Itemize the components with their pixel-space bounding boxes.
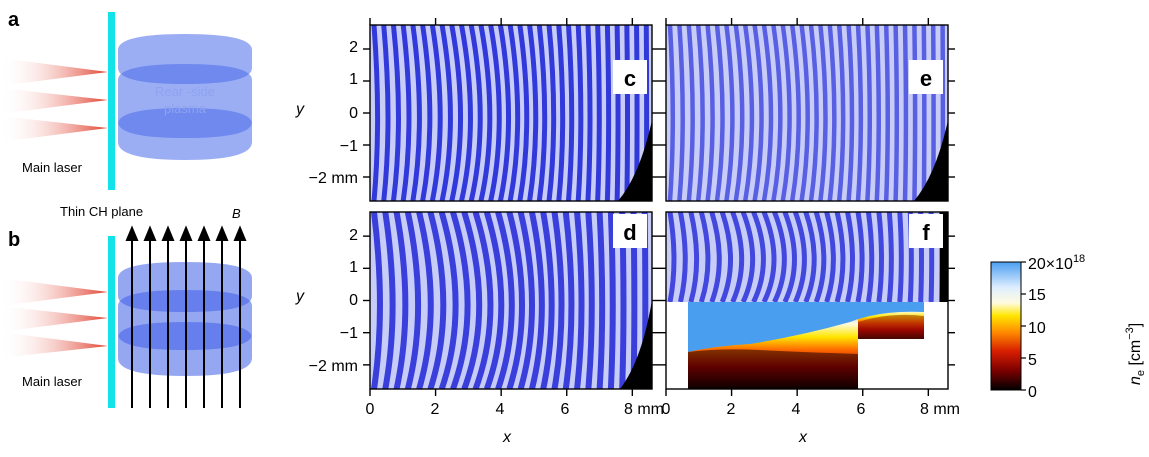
main-laser-label: Main laser xyxy=(22,160,83,175)
fringe-stripe xyxy=(879,212,882,302)
panel-a-schematic: a Rear -side plasma Main laser Thin CH p… xyxy=(0,9,252,219)
fringe-stripe xyxy=(578,25,581,201)
fringe-stripe xyxy=(889,212,891,302)
x-tick-labels-left: 0 2 4 6 8 mm xyxy=(366,401,664,418)
colorbar-label-exp: −3 xyxy=(1124,327,1136,340)
x-axis-label-right: x xyxy=(798,429,808,446)
colorbar-label: ne [cm−3] xyxy=(1124,323,1147,385)
fringe-stripe xyxy=(886,25,888,201)
y-tick-label: −2 mm xyxy=(309,170,358,187)
colorbar-label-close: ] xyxy=(1127,323,1144,327)
fringe-stripe xyxy=(900,212,902,302)
fringe-stripe xyxy=(924,25,925,201)
fringe-stripe xyxy=(877,25,879,201)
colorbar-tick-label: 0 xyxy=(1028,384,1037,401)
y-tick-labels-bottom: 2 1 0 −1 −2 mm xyxy=(309,227,358,375)
fringe-stripe xyxy=(611,212,613,389)
fringe-stripe xyxy=(588,25,590,201)
x-tick-label: 6 xyxy=(561,401,570,418)
x-axis-label-left: x xyxy=(502,429,512,446)
panel-d: d xyxy=(370,212,652,389)
colorbar-tick-label: 20×1018 xyxy=(1028,253,1085,273)
x-tick-label: 8 mm xyxy=(920,401,960,418)
fringe-stripe xyxy=(914,25,915,201)
fringe-stripe xyxy=(588,212,591,389)
fringe-stripe xyxy=(607,25,608,201)
colorbar-top-exponent: 18 xyxy=(1073,253,1085,265)
panel-f-letter: f xyxy=(922,220,930,245)
y-tick-label: −1 xyxy=(340,138,358,155)
fringe-stripe xyxy=(867,25,869,201)
x-tick-label: 6 xyxy=(857,401,866,418)
x-tick-label: 0 xyxy=(662,401,671,418)
panel-b-letter: b xyxy=(8,229,20,251)
y-tick-label: 2 xyxy=(349,227,358,244)
colorbar-tick-label: 10 xyxy=(1028,320,1046,337)
fringe-stripe xyxy=(627,25,628,201)
colorbar-tick-label: 15 xyxy=(1028,287,1046,304)
laser-beam xyxy=(0,88,108,114)
colorbar-label-main: n xyxy=(1127,376,1144,385)
y-axis-label-bottom: y xyxy=(295,288,305,305)
main-laser-label: Main laser xyxy=(22,374,83,389)
laser-beams-a xyxy=(0,58,108,142)
y-tick-label: 0 xyxy=(349,105,358,122)
x-tick-label: 0 xyxy=(366,401,375,418)
fringe-stripe xyxy=(905,25,906,201)
x-tick-label: 8 mm xyxy=(624,401,664,418)
fringe-stripe xyxy=(600,212,603,389)
colorbar-label-unit: [cm xyxy=(1127,340,1144,370)
y-tick-label: 0 xyxy=(349,292,358,309)
y-tick-label: 1 xyxy=(349,259,358,276)
panel-a-letter: a xyxy=(8,9,20,31)
panel-b-schematic: b B Main laser xyxy=(0,206,252,408)
colorbar-gradient xyxy=(991,262,1021,390)
laser-beam xyxy=(0,116,108,142)
laser-beam xyxy=(0,306,108,332)
x-tick-labels-right: 0 2 4 6 8 mm xyxy=(662,401,960,418)
laser-beams-b xyxy=(0,278,108,358)
colorbar-top-label: 20×10 xyxy=(1028,256,1073,273)
panel-c-letter: c xyxy=(624,66,636,91)
y-tick-label: −1 xyxy=(340,325,358,342)
panel-c: c xyxy=(370,25,652,201)
laser-beam xyxy=(0,58,108,86)
plasma-label: Rear -side xyxy=(155,84,215,99)
x-tick-label: 2 xyxy=(431,401,440,418)
panel-f: f xyxy=(666,212,948,389)
panel-e-letter: e xyxy=(920,66,932,91)
plasma-label: plasma xyxy=(164,101,207,116)
plane-label: Thin CH plane xyxy=(60,204,143,219)
y-tick-label: 1 xyxy=(349,71,358,88)
ch-target-plane xyxy=(108,236,115,408)
panel-d-letter: d xyxy=(623,220,636,245)
x-tick-label: 4 xyxy=(496,401,505,418)
colorbar-tick-labels: 20×1018 15 10 5 0 xyxy=(1028,253,1085,401)
fringe-stripe xyxy=(617,25,618,201)
y-tick-labels-top: 2 1 0 −1 −2 mm xyxy=(309,39,358,187)
density-map-lower xyxy=(688,349,858,389)
laser-beam xyxy=(0,332,108,358)
laser-beam xyxy=(0,278,108,306)
colorbar-tick-label: 5 xyxy=(1028,352,1037,369)
colorbar-ticks xyxy=(1021,262,1026,390)
fringe-stripe xyxy=(598,25,600,201)
ch-target-plane xyxy=(108,12,115,190)
y-axis-label-top: y xyxy=(295,101,305,118)
colorbar: 20×1018 15 10 5 0 ne [cm−3] xyxy=(991,253,1147,401)
fringe-stripe xyxy=(896,25,897,201)
x-tick-label: 4 xyxy=(792,401,801,418)
y-tick-label: 2 xyxy=(349,39,358,56)
y-tick-label: −2 mm xyxy=(309,358,358,375)
field-label: B xyxy=(232,206,241,221)
x-tick-label: 2 xyxy=(727,401,736,418)
panel-e: e xyxy=(666,25,948,201)
